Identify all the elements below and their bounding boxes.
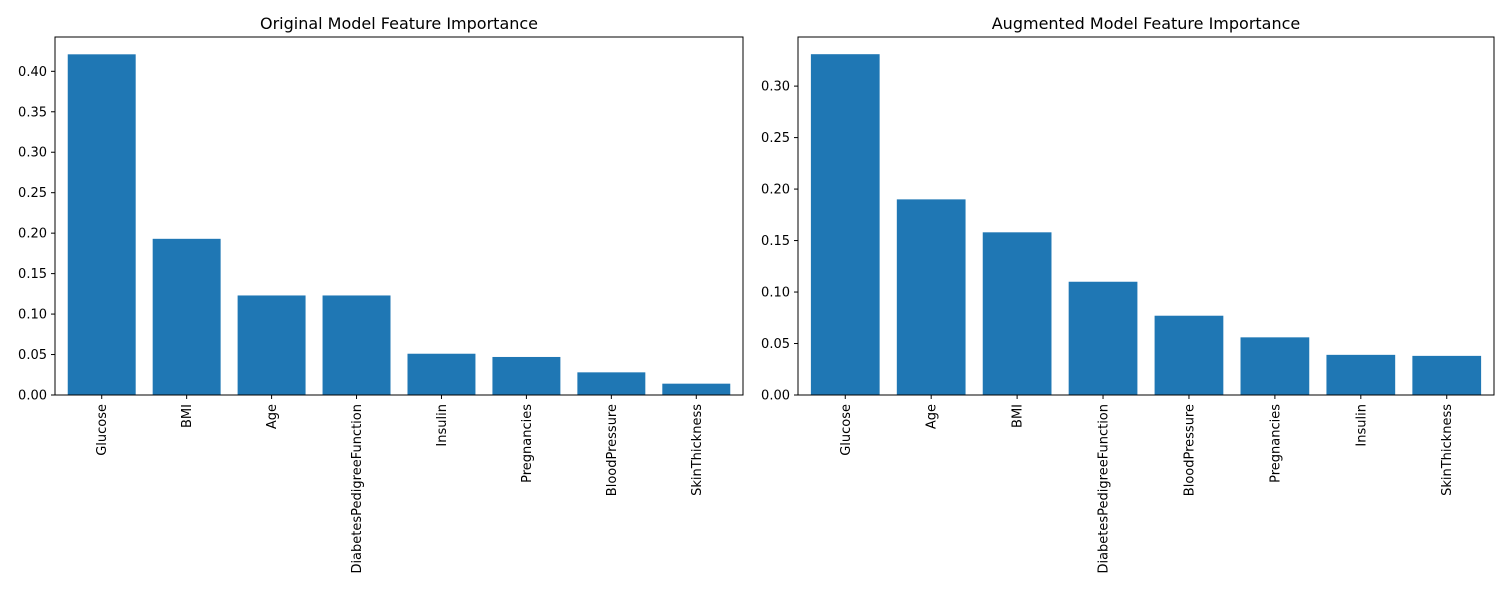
bar-BloodPressure — [577, 372, 646, 395]
y-tick-label: 0.20 — [18, 227, 47, 242]
bar-Insulin — [1326, 354, 1396, 395]
bar-SkinThickness — [662, 383, 731, 395]
x-tick-label: DiabetesPedigreeFunction — [350, 404, 365, 574]
chart-title: Augmented Model Feature Importance — [992, 14, 1301, 33]
y-tick-label: 0.10 — [761, 286, 790, 301]
bar-SkinThickness — [1412, 355, 1482, 395]
bar-DiabetesPedigreeFunction — [1068, 281, 1138, 395]
y-tick-label: 0.00 — [761, 389, 790, 404]
x-tick-label: BloodPressure — [1182, 404, 1197, 496]
x-tick-label: DiabetesPedigreeFunction — [1097, 404, 1112, 574]
y-tick-label: 0.00 — [18, 389, 47, 404]
bar-Glucose — [810, 54, 880, 396]
x-tick-label: Insulin — [435, 404, 450, 447]
bar-BloodPressure — [1154, 315, 1224, 395]
y-tick-label: 0.40 — [18, 65, 47, 80]
y-tick-label: 0.25 — [761, 131, 790, 146]
bar-Pregnancies — [1240, 337, 1310, 395]
x-tick-label: Pregnancies — [520, 404, 535, 483]
x-tick-label: Insulin — [1354, 404, 1369, 447]
x-tick-label: Glucose — [839, 404, 854, 456]
chart-original: Original Model Feature Importance 0.00 0.0… — [18, 14, 744, 574]
y-tick-label: 0.30 — [18, 146, 47, 161]
bar-BMI — [982, 232, 1052, 395]
y-tick-label: 0.20 — [761, 183, 790, 198]
y-tick-label: 0.15 — [18, 267, 47, 282]
plot-frame — [54, 36, 744, 396]
bar-DiabetesPedigreeFunction — [322, 295, 391, 395]
y-tick-label: 0.35 — [18, 105, 47, 120]
y-tick-label: 0.10 — [18, 308, 47, 323]
y-tick-label: 0.15 — [761, 234, 790, 249]
y-tick-label: 0.25 — [18, 186, 47, 201]
x-tick-label: BMI — [180, 404, 195, 428]
chart-augmented: Augmented Model Feature Importance 0.00 0.… — [761, 14, 1495, 574]
x-tick-label: Pregnancies — [1268, 404, 1283, 483]
bar-Age — [237, 295, 306, 395]
x-tick-label: BloodPressure — [605, 404, 620, 496]
plot-frame — [797, 36, 1495, 396]
chart-title: Original Model Feature Importance — [260, 14, 538, 33]
x-tick-label: Glucose — [95, 404, 110, 456]
x-tick-label: Age — [925, 404, 940, 429]
x-tick-label: SkinThickness — [690, 404, 705, 496]
bar-Insulin — [407, 353, 476, 395]
y-tick-label: 0.05 — [761, 337, 790, 352]
x-tick-label: SkinThickness — [1440, 404, 1455, 496]
x-tick-label: Age — [265, 404, 280, 429]
bar-Pregnancies — [492, 356, 561, 395]
x-tick-label: BMI — [1011, 404, 1026, 428]
y-tick-label: 0.05 — [18, 348, 47, 363]
bar-Glucose — [67, 54, 136, 396]
bar-BMI — [152, 238, 221, 395]
bar-Age — [896, 199, 966, 395]
y-tick-label: 0.30 — [761, 80, 790, 95]
